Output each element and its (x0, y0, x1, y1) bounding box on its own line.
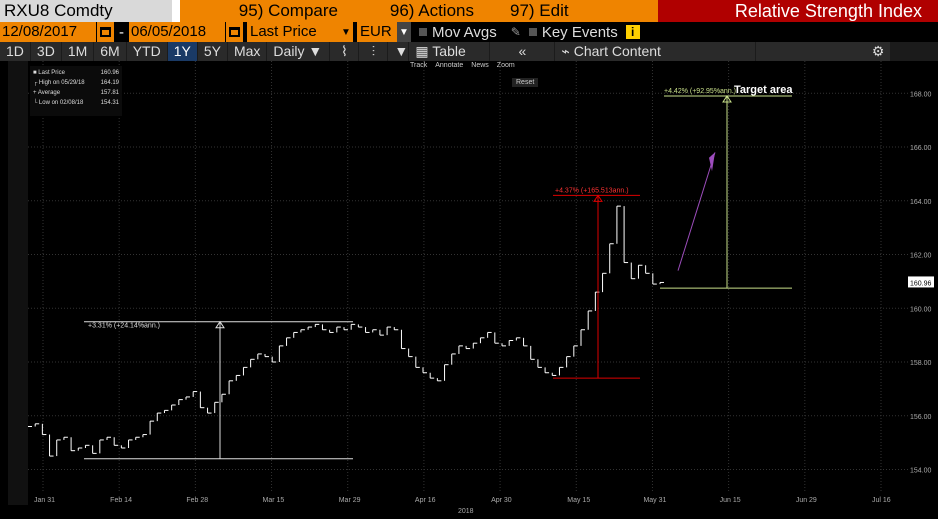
target-arrow (722, 95, 732, 103)
tab-period[interactable]: 3D (30, 42, 61, 61)
tab-period[interactable]: 1D (0, 42, 30, 61)
x-tick-label: May 31 (643, 497, 666, 504)
reset-button[interactable]: Reset (512, 78, 539, 87)
title-bar: RXU8 Comdty 95) Compare 96) Actions 97) … (0, 0, 938, 22)
tab-period[interactable]: 1M (61, 42, 94, 61)
x-tick-label: Jun 29 (796, 497, 817, 504)
red-arrow (593, 194, 603, 202)
y-axis: 154.00 156.00 158.00 160.00 162.00 164.00 166.… (908, 91, 934, 475)
field-select[interactable]: Last Price (247, 22, 339, 42)
bar-chart-icon[interactable]: ⫶ (359, 42, 388, 61)
pencil-icon[interactable]: ✎ (510, 25, 521, 39)
tab-period[interactable]: Max (227, 42, 267, 61)
currency-select[interactable]: EUR (357, 22, 397, 42)
actions-menu[interactable]: 96) Actions (348, 0, 498, 22)
page-title: Relative Strength Index (658, 0, 938, 22)
collapse-icon[interactable]: « (490, 42, 555, 61)
gear-icon[interactable]: ⚙ (756, 42, 891, 61)
legend: ■ Last Price 160.96 ┌ High on 05/29/18 1… (30, 66, 122, 116)
last-price-badge (908, 276, 934, 288)
tab-period[interactable]: YTD (126, 42, 167, 61)
x-tick-label: Jan 31 (34, 497, 55, 504)
last-price-label: 160.96 (910, 280, 932, 287)
target-area-label: Target area (734, 84, 793, 96)
chart-tools: Track Annotate News Zoom (410, 62, 515, 69)
table-icon: ▦ (415, 43, 429, 59)
y-tick-label: 162.00 (910, 253, 932, 260)
annotation-label: +4.42% (+92.95%ann.) (664, 88, 736, 95)
info-icon[interactable]: i (625, 25, 640, 39)
tab-period-active[interactable]: 1Y (167, 42, 197, 61)
trend-arrow-head (709, 152, 715, 172)
start-date-input[interactable]: 12/08/2017 (0, 22, 96, 42)
zoom-tool[interactable]: Zoom (496, 62, 515, 69)
table-button[interactable]: ▦ Table (409, 42, 490, 61)
compare-menu[interactable]: 95) Compare (180, 0, 348, 22)
measure-arrow (215, 320, 225, 329)
price-chart-svg: +3.31% (+24.14%ann.) +4.37% (+165.513ann.… (28, 61, 908, 504)
period-toolbar: 1D 3D 1M 6M YTD 1Y 5Y Max Daily ▼ ⌇ ⫶ ▼ … (0, 42, 938, 61)
x-tick-label: Feb 28 (186, 497, 208, 504)
tab-period[interactable]: 5Y (197, 42, 227, 61)
y-tick-label: 156.00 (910, 414, 932, 421)
y-tick-label: 158.00 (910, 360, 932, 367)
x-tick-label: Feb 14 (110, 497, 132, 504)
line-chart-icon[interactable]: ⌇ (330, 42, 359, 61)
legend-average: + Average 157.81 (33, 90, 119, 96)
trend-arrow-line (677, 152, 716, 271)
track-tool[interactable]: Track (410, 62, 428, 69)
chevron-down-icon[interactable]: ▼ (388, 42, 409, 61)
date-controls: 12/08/2017 - 06/05/2018 Last Price ▼ EUR… (0, 22, 938, 42)
chart-icon: ⌁ (561, 43, 570, 59)
x-tick-label: Jun 15 (720, 497, 741, 504)
x-tick-label: Apr 16 (415, 497, 436, 504)
x-tick-label: Mar 15 (263, 497, 285, 504)
annotation-label: +3.31% (+24.14%ann.) (88, 323, 160, 330)
legend-high: ┌ High on 05/29/18 164.19 (33, 80, 119, 86)
checkbox-icon (528, 28, 537, 36)
x-tick-label: Apr 30 (491, 497, 512, 504)
y-tick-label: 160.00 (910, 306, 932, 313)
calendar-icon[interactable] (225, 22, 243, 42)
y-tick-label: 168.00 (910, 91, 932, 98)
tab-period[interactable]: 6M (94, 42, 126, 61)
x-axis-year-label: 2018 (458, 508, 474, 515)
frequency-select[interactable]: Daily ▼ (267, 42, 330, 61)
chevron-down-icon[interactable]: ▼ (397, 22, 411, 42)
checkbox-icon (419, 28, 427, 36)
y-axis-container: 154.00 156.00 158.00 160.00 162.00 164.00 166.… (908, 61, 938, 505)
x-tick-label: May 15 (567, 497, 590, 504)
key-events-toggle[interactable]: Key Events (528, 24, 618, 41)
y-tick-label: 164.00 (910, 199, 932, 206)
y-tick-label: 154.00 (910, 468, 932, 475)
price-chart[interactable]: +3.31% (+24.14%ann.) +4.37% (+165.513ann.… (28, 61, 908, 505)
edit-menu[interactable]: 97) Edit (498, 0, 658, 22)
legend-low: └ Low on 02/08/18 154.31 (33, 100, 119, 106)
annotation-label: +4.37% (+165.513ann.) (555, 187, 629, 194)
chart-content-button[interactable]: ⌁ Chart Content (555, 42, 756, 61)
news-tool[interactable]: News (471, 62, 489, 69)
x-tick-label: Mar 29 (339, 497, 361, 504)
ticker-field[interactable]: RXU8 Comdty (0, 0, 180, 22)
chevron-down-icon[interactable]: ▼ (339, 22, 353, 42)
mov-avgs-toggle[interactable]: Mov Avgs (419, 24, 497, 41)
end-date-input[interactable]: 06/05/2018 (129, 22, 225, 42)
y-tick-label: 166.00 (910, 145, 932, 152)
legend-last-price: ■ Last Price 160.96 (33, 70, 119, 76)
annotate-tool[interactable]: Annotate (435, 62, 464, 69)
drawing-toolbar (8, 61, 28, 505)
date-separator: - (119, 23, 124, 41)
calendar-icon[interactable] (96, 22, 114, 42)
x-tick-label: Jul 16 (872, 497, 891, 504)
